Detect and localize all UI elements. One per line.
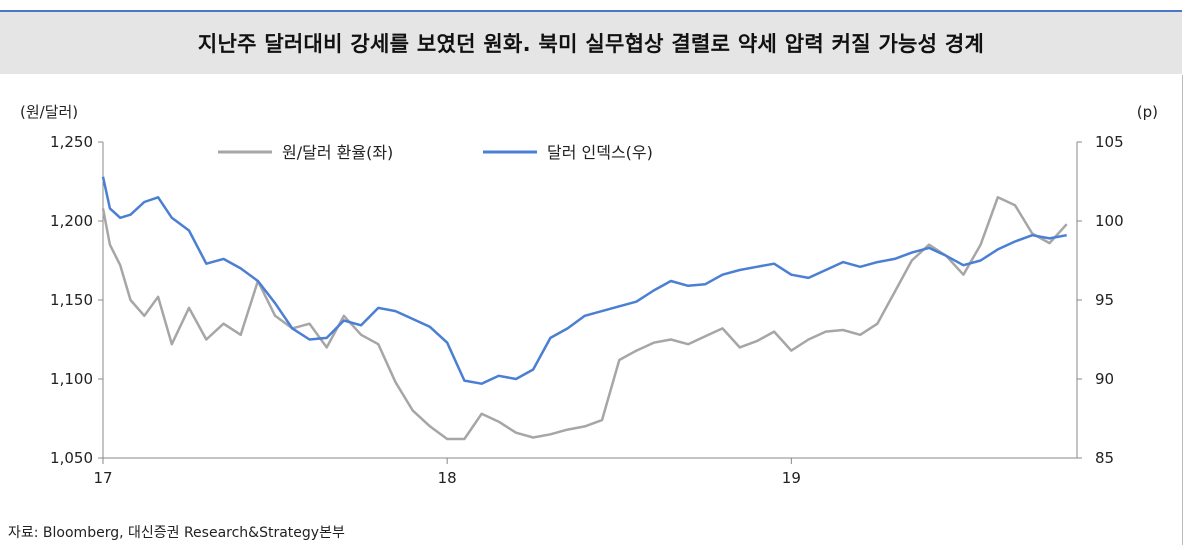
chart-area: (원/달러) (p) 1,050 1,100 1,150 1,200 1,250 85 9… xyxy=(20,103,1158,487)
legend-label-krw: 원/달러 환율(좌) xyxy=(282,143,393,162)
left-axis-unit: (원/달러) xyxy=(20,103,78,121)
chart-title: 지난주 달러대비 강세를 보였던 원화. 북미 실무협상 결렬로 약세 압력 커… xyxy=(197,32,985,56)
right-tick-label: 100 xyxy=(1095,212,1124,230)
left-tick-label: 1,100 xyxy=(50,370,93,388)
x-tick-label: 19 xyxy=(782,469,801,487)
left-tick-label: 1,250 xyxy=(50,133,93,151)
right-tick-label: 85 xyxy=(1095,449,1114,467)
right-border xyxy=(1182,75,1183,545)
source-note: 자료: Bloomberg, 대신증권 Research&Strategy본부 xyxy=(8,525,345,541)
krw-usd-line xyxy=(101,196,1068,441)
left-tick-label: 1,200 xyxy=(50,212,93,230)
right-tick-label: 90 xyxy=(1095,370,1114,388)
title-bar: 지난주 달러대비 강세를 보였던 원화. 북미 실무협상 결렬로 약세 압력 커… xyxy=(0,12,1182,74)
top-rule xyxy=(0,10,1182,12)
right-tick-label: 105 xyxy=(1095,133,1124,151)
x-tick-label: 17 xyxy=(93,469,112,487)
left-tick-label: 1,050 xyxy=(50,449,93,467)
legend: 원/달러 환율(좌) 달러 인덱스(우) xyxy=(218,143,653,162)
dollar-index-line xyxy=(101,176,1067,385)
legend-label-dxy: 달러 인덱스(우) xyxy=(547,143,653,162)
right-axis-unit: (p) xyxy=(1137,103,1158,121)
right-tick-label: 95 xyxy=(1095,291,1114,309)
x-tick-label: 18 xyxy=(438,469,457,487)
left-tick-label: 1,150 xyxy=(50,291,93,309)
